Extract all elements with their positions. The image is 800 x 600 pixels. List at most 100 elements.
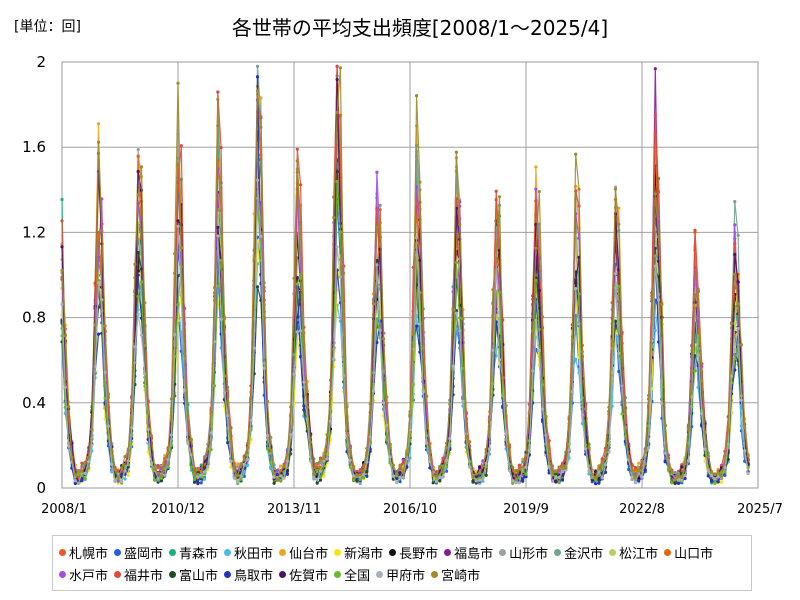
legend-marker xyxy=(609,548,617,556)
data-point xyxy=(415,94,419,98)
data-point xyxy=(378,328,382,332)
data-point xyxy=(285,471,289,476)
data-point xyxy=(292,353,296,357)
data-point xyxy=(398,471,402,475)
legend-marker xyxy=(554,548,562,556)
data-point xyxy=(126,448,130,453)
data-point xyxy=(570,338,575,343)
data-point xyxy=(318,458,323,462)
legend-marker xyxy=(279,570,287,578)
legend-marker xyxy=(389,548,397,556)
data-point xyxy=(219,258,223,263)
data-point xyxy=(398,475,402,480)
data-point xyxy=(603,463,608,467)
data-point xyxy=(627,454,631,458)
legend-marker xyxy=(224,570,232,578)
data-point xyxy=(554,475,558,480)
data-point xyxy=(657,298,661,302)
data-point xyxy=(504,404,508,408)
data-point xyxy=(86,455,91,459)
data-point xyxy=(60,302,64,306)
data-point xyxy=(401,461,405,465)
data-point xyxy=(647,393,651,398)
legend-item: 宮崎市 xyxy=(431,563,480,585)
data-point xyxy=(255,285,260,289)
legend-label: 松江市 xyxy=(619,546,659,562)
data-point xyxy=(497,358,502,362)
legend-label: 水戸市 xyxy=(69,568,109,584)
data-point xyxy=(580,413,584,417)
data-point xyxy=(96,255,101,259)
legend-item: 甲府市 xyxy=(376,563,425,585)
data-point xyxy=(136,193,140,197)
data-point xyxy=(471,479,475,483)
data-point xyxy=(603,457,608,461)
data-point xyxy=(295,276,299,280)
data-point xyxy=(739,424,744,428)
data-point xyxy=(497,290,502,294)
data-point xyxy=(710,470,714,474)
data-point xyxy=(371,302,376,306)
data-point xyxy=(600,464,604,468)
data-point xyxy=(375,317,379,321)
legend-item: 新潟市 xyxy=(334,541,383,563)
data-point xyxy=(246,463,250,467)
legend-label: 福井市 xyxy=(124,568,164,584)
data-point xyxy=(567,448,571,452)
data-point xyxy=(73,481,77,486)
data-point xyxy=(153,478,157,482)
data-point xyxy=(550,479,555,483)
data-point xyxy=(481,477,485,481)
data-point xyxy=(577,292,581,296)
data-point xyxy=(438,465,442,469)
data-point xyxy=(265,446,270,451)
data-point xyxy=(524,453,528,457)
data-point xyxy=(199,470,203,474)
data-point xyxy=(454,150,458,154)
data-point xyxy=(494,189,498,193)
data-point xyxy=(309,440,313,444)
data-point xyxy=(468,440,472,444)
data-point xyxy=(676,478,681,482)
data-point xyxy=(706,454,710,458)
data-point xyxy=(534,199,538,203)
data-point xyxy=(302,380,306,384)
data-point xyxy=(633,475,638,479)
data-point xyxy=(312,472,316,477)
legend-label: 山口市 xyxy=(674,546,714,562)
data-point xyxy=(438,475,442,480)
data-point xyxy=(597,481,601,485)
data-point xyxy=(736,302,740,306)
data-point xyxy=(600,476,604,480)
legend-marker xyxy=(334,570,342,578)
data-point xyxy=(630,475,634,479)
data-point xyxy=(202,477,207,481)
data-point xyxy=(617,351,621,355)
legend-label: 宮崎市 xyxy=(441,568,481,584)
data-point xyxy=(110,448,114,452)
data-point xyxy=(285,469,289,473)
data-point xyxy=(670,470,674,474)
y-tick-label: 1.6 xyxy=(22,138,46,156)
data-point xyxy=(733,347,737,351)
data-point xyxy=(338,230,342,234)
data-point xyxy=(388,443,392,447)
data-point xyxy=(83,477,87,481)
data-point xyxy=(96,281,101,285)
data-point xyxy=(627,467,631,472)
data-point xyxy=(378,221,382,225)
data-point xyxy=(355,474,359,478)
data-point xyxy=(335,245,339,249)
data-point xyxy=(743,459,747,463)
data-point xyxy=(577,322,581,326)
data-point xyxy=(328,419,333,423)
data-point xyxy=(441,470,445,474)
x-tick-label: 2013/11 xyxy=(267,502,321,517)
data-point xyxy=(458,316,462,320)
data-point xyxy=(713,481,717,485)
data-point xyxy=(666,463,671,468)
data-point xyxy=(660,401,664,406)
data-point xyxy=(338,66,342,70)
data-point xyxy=(120,466,124,470)
data-point xyxy=(431,473,435,477)
